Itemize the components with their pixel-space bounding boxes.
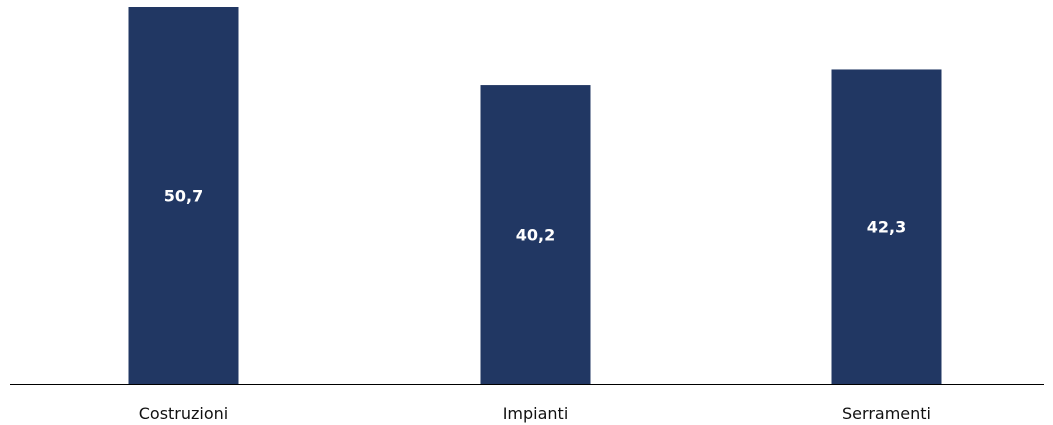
x-tick-label: Impianti bbox=[503, 404, 569, 423]
bars-layer bbox=[128, 7, 942, 385]
bar-serramenti bbox=[831, 69, 942, 384]
labels-layer: 50,7 Costruzioni 40,2 Impianti 42,3 Serrament… bbox=[139, 187, 931, 424]
bar-value-label: 50,7 bbox=[164, 187, 203, 206]
bar-value-label: 42,3 bbox=[867, 218, 906, 237]
x-tick-label: Costruzioni bbox=[139, 404, 229, 423]
bar-impianti bbox=[480, 85, 591, 385]
bar-value-label: 40,2 bbox=[516, 226, 555, 245]
x-tick-label: Serramenti bbox=[842, 404, 931, 423]
bar-costruzioni bbox=[128, 7, 239, 384]
